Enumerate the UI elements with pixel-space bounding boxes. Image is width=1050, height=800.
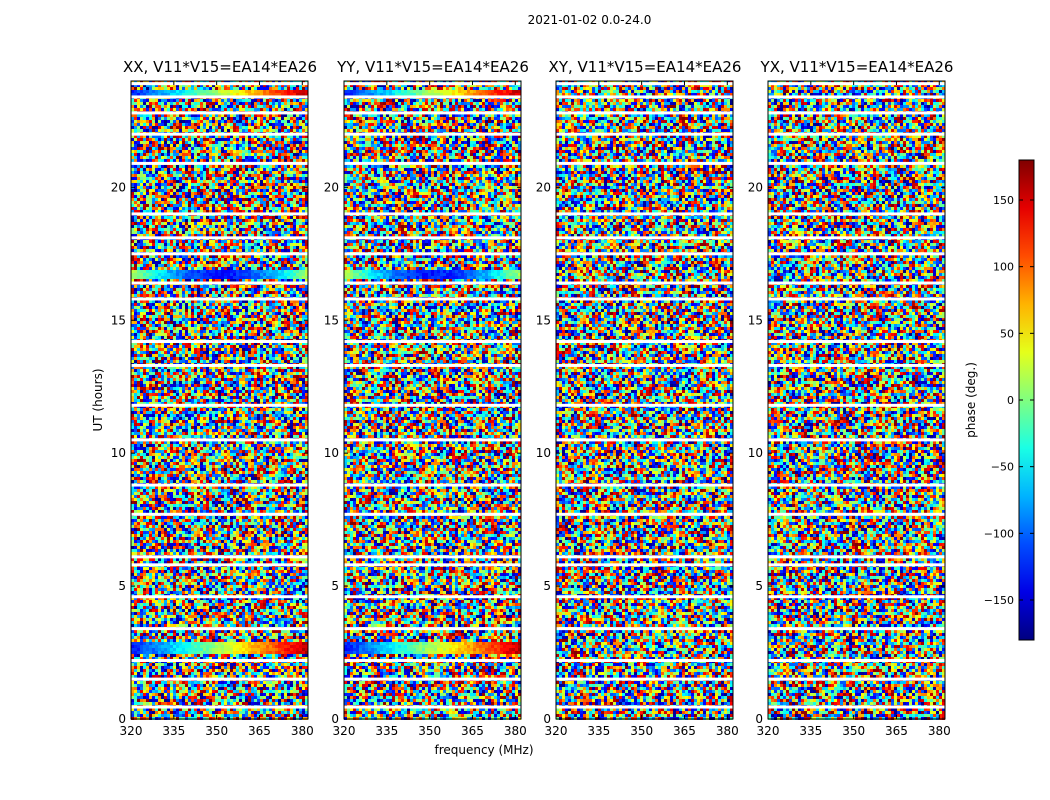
y-tick-label: 10 [536, 446, 551, 460]
colorbar-label: phase (deg.) [964, 362, 978, 438]
y-tick-label: 5 [543, 579, 551, 593]
x-tick-label: 350 [842, 724, 865, 738]
y-tick-label: 20 [748, 180, 763, 194]
x-tick-label: 365 [461, 724, 484, 738]
y-tick-label: 10 [111, 446, 126, 460]
x-tick-label: 335 [587, 724, 610, 738]
x-tick-label: 335 [799, 724, 822, 738]
y-tick-label: 20 [324, 180, 339, 194]
x-tick-label: 350 [205, 724, 228, 738]
x-tick-label: 350 [630, 724, 653, 738]
y-tick-label: 5 [331, 579, 339, 593]
y-tick-label: 20 [536, 180, 551, 194]
colorbar-tick-label: −50 [991, 461, 1014, 474]
y-tick-label: 20 [111, 180, 126, 194]
colorbar-tick-label: 100 [993, 261, 1014, 274]
x-tick-label: 380 [291, 724, 314, 738]
colorbar-tick-label: −100 [984, 527, 1014, 540]
colorbar-tick-label: −150 [984, 594, 1014, 607]
y-axis-label: UT (hours) [91, 368, 105, 431]
colorbar-tick-label: 150 [993, 194, 1014, 207]
x-tick-label: 350 [418, 724, 441, 738]
panel-yy: 320 335 350 365 380 0 5 10 15 20 [324, 81, 527, 738]
x-tick-label: 380 [716, 724, 739, 738]
x-tick-label: 365 [673, 724, 696, 738]
x-tick-label: 380 [928, 724, 951, 738]
x-tick-label: 320 [757, 724, 780, 738]
x-tick-label: 320 [545, 724, 568, 738]
y-tick-label: 15 [324, 313, 339, 327]
y-tick-label: 5 [755, 579, 763, 593]
x-tick-label: 320 [333, 724, 356, 738]
x-tick-label: 335 [162, 724, 185, 738]
y-tick-label: 15 [111, 313, 126, 327]
panel-xy: 320 335 350 365 380 0 5 10 15 20 [536, 81, 739, 738]
y-tick-label: 0 [118, 712, 126, 726]
panel-yx: 320 335 350 365 380 0 5 10 15 20 [748, 81, 951, 738]
y-tick-label: 0 [543, 712, 551, 726]
colorbar-tick-label: 50 [1000, 327, 1014, 340]
y-tick-label: 15 [748, 313, 763, 327]
x-tick-label: 365 [248, 724, 271, 738]
y-tick-label: 0 [331, 712, 339, 726]
colorbar: −150 −100 −50 0 50 100 150 [984, 160, 1034, 640]
y-tick-label: 10 [748, 446, 763, 460]
colorbar-tick-label: 0 [1007, 394, 1014, 407]
panel-xx: 320 335 350 365 380 0 5 10 15 20 [111, 81, 314, 738]
x-tick-label: 380 [504, 724, 527, 738]
x-tick-label: 320 [120, 724, 143, 738]
y-tick-label: 0 [755, 712, 763, 726]
y-tick-label: 10 [324, 446, 339, 460]
y-tick-label: 15 [536, 313, 551, 327]
y-tick-label: 5 [118, 579, 126, 593]
x-axis-label: frequency (MHz) [384, 743, 584, 757]
x-tick-label: 365 [885, 724, 908, 738]
x-tick-label: 335 [375, 724, 398, 738]
